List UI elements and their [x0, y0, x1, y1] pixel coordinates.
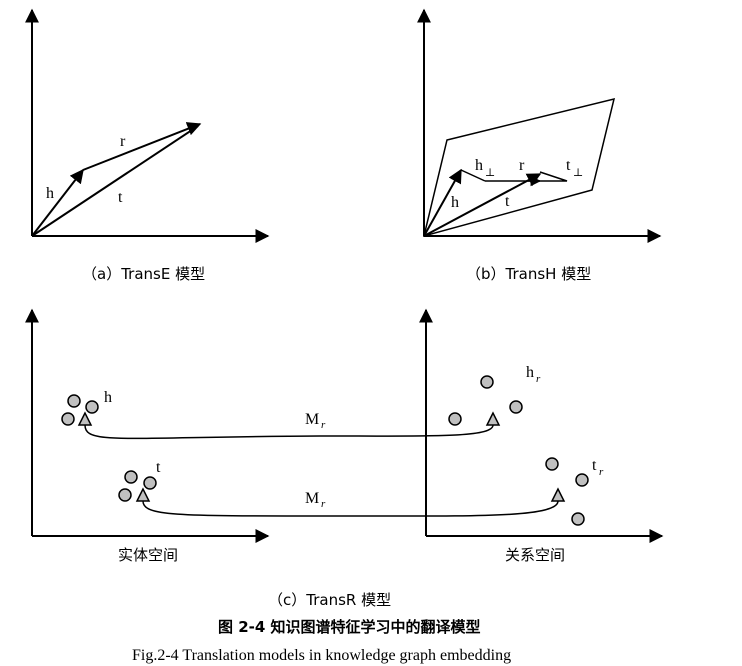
panel-a-r-vector: [82, 122, 202, 171]
panel-b-t-perp-sub: ⊥: [573, 167, 583, 179]
panel-c-transr: h t M r M r h r t r 实体空间 关系空间 （c）TransR …: [25, 308, 664, 609]
panel-c-tr-label: t: [592, 457, 597, 474]
relation-node: [509, 400, 523, 414]
panel-b-t-vector: [423, 173, 542, 237]
panel-a-caption: （a）TransE 模型: [82, 265, 205, 283]
panel-b-t-projection: [528, 171, 568, 182]
mr-sub-bottom: r: [321, 498, 326, 510]
entity-node: [143, 476, 157, 490]
panel-c-caption: （c）TransR 模型: [268, 591, 391, 609]
t-projection-curve: [142, 500, 559, 517]
panel-a-t-label: t: [118, 189, 123, 206]
panel-a-transe: h r t （a）TransE 模型: [25, 8, 270, 283]
entity-node: [118, 488, 132, 502]
h-entity-triangle: [77, 411, 93, 426]
panel-b-t-label: t: [505, 193, 510, 210]
relation-node: [575, 473, 589, 487]
h-r-triangle: [485, 411, 501, 426]
relation-space-label: 关系空间: [505, 546, 565, 564]
figure-caption-en: Fig.2-4 Translation models in knowledge …: [132, 647, 511, 664]
mr-label-top: M: [305, 411, 319, 428]
relation-node: [480, 375, 494, 389]
panel-b-h-vector: [423, 168, 462, 237]
panel-a-t-vector: [31, 125, 199, 237]
mr-label-bottom: M: [305, 490, 319, 507]
panel-b-t-perp-label: t: [566, 157, 571, 174]
t-entity-triangle: [135, 487, 151, 502]
relation-node: [448, 412, 462, 426]
t-r-triangle: [550, 487, 566, 502]
panel-a-r-label: r: [120, 133, 126, 150]
entity-node: [67, 394, 81, 408]
panel-b-caption: （b）TransH 模型: [466, 265, 591, 283]
panel-b-h-projection: [460, 169, 486, 182]
panel-c-tr-sub: r: [599, 466, 604, 478]
panel-a-h-vector: [31, 168, 84, 237]
panel-b-transh: h h ⊥ r t ⊥ t （b）TransH 模型: [417, 8, 662, 283]
relation-node: [545, 457, 559, 471]
figure-caption-cn: 图 2-4 知识图谱特征学习中的翻译模型: [218, 618, 481, 636]
panel-b-hyperplane: [422, 97, 616, 238]
panel-c-hr-sub: r: [536, 373, 541, 385]
panel-a-h-label: h: [46, 185, 54, 202]
panel-b-r-label: r: [519, 157, 525, 174]
panel-c-hr-label: h: [526, 364, 534, 381]
panel-b-h-perp-label: h: [475, 157, 483, 174]
mr-sub-top: r: [321, 419, 326, 431]
panel-c-t-label: t: [156, 459, 161, 476]
h-projection-curve: [84, 424, 494, 440]
entity-node: [85, 400, 99, 414]
relation-node: [571, 512, 585, 526]
panel-b-h-perp-sub: ⊥: [485, 167, 495, 179]
entity-node: [124, 470, 138, 484]
panel-c-h-label: h: [104, 389, 112, 406]
entity-space-label: 实体空间: [118, 546, 178, 564]
panel-b-h-label: h: [451, 194, 459, 211]
entity-node: [61, 412, 75, 426]
